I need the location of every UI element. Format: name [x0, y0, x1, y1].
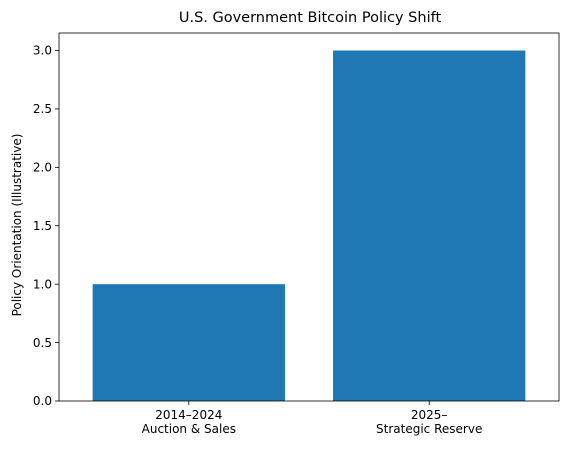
y-tick-label: 3.0 — [33, 44, 52, 58]
y-tick-label: 0.5 — [33, 336, 52, 350]
x-tick-label: Strategic Reserve — [376, 422, 482, 436]
y-tick-label: 2.5 — [33, 102, 52, 116]
x-tick-label: Auction & Sales — [142, 422, 236, 436]
y-tick-label: 0.0 — [33, 394, 52, 408]
axes-frame — [58, 32, 560, 402]
chart-title: U.S. Government Bitcoin Policy Shift — [179, 10, 442, 26]
x-tick-label: 2014–2024 — [155, 408, 222, 422]
y-axis-label: Policy Orientation (Illustrative) — [10, 134, 24, 317]
x-tick-label: 2025– — [411, 408, 448, 422]
bar — [333, 50, 526, 402]
y-tick-label: 1.0 — [33, 277, 52, 291]
y-tick-label: 2.0 — [33, 161, 52, 175]
bar — [92, 284, 285, 401]
y-tick-label: 1.5 — [33, 219, 52, 233]
